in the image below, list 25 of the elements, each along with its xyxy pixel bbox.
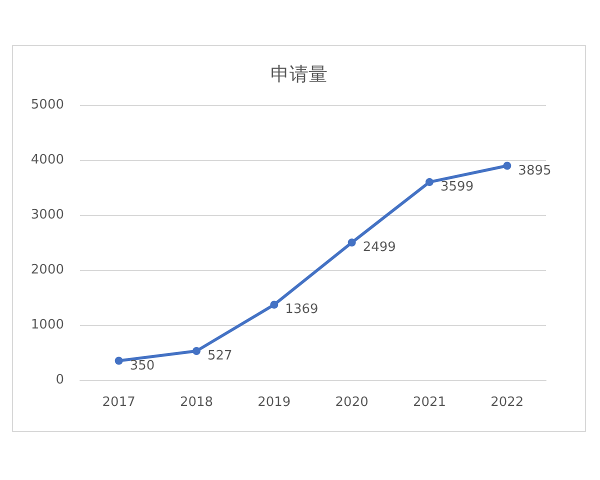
data-label: 3895 <box>518 163 552 178</box>
point <box>114 356 123 365</box>
y-tick-label: 4000 <box>30 152 64 168</box>
point <box>426 178 434 186</box>
point <box>270 300 278 309</box>
y-tick-label: 2000 <box>30 262 64 278</box>
data-label: 1369 <box>285 302 318 318</box>
x-tick-label: 2017 <box>102 395 136 410</box>
x-tick-label: 2018 <box>180 395 214 410</box>
data-label: 2499 <box>362 240 396 256</box>
y-tick-label: 5000 <box>30 98 64 112</box>
x-tick-label: 2022 <box>490 395 524 410</box>
point <box>348 238 356 247</box>
x-tick-label: 2019 <box>258 395 291 410</box>
chart-title: 申请量 <box>270 64 328 86</box>
x-tick-label: 2021 <box>412 395 446 410</box>
point <box>503 162 512 170</box>
data-label: 527 <box>208 348 232 364</box>
y-tick-label: 0 <box>56 372 64 388</box>
point <box>192 347 200 356</box>
data-label: 350 <box>130 358 155 374</box>
x-tick-label: 2020 <box>335 395 368 410</box>
data-label: 3599 <box>440 180 474 195</box>
y-tick-label: 1000 <box>30 318 64 332</box>
y-tick-label: 3000 <box>30 208 64 222</box>
